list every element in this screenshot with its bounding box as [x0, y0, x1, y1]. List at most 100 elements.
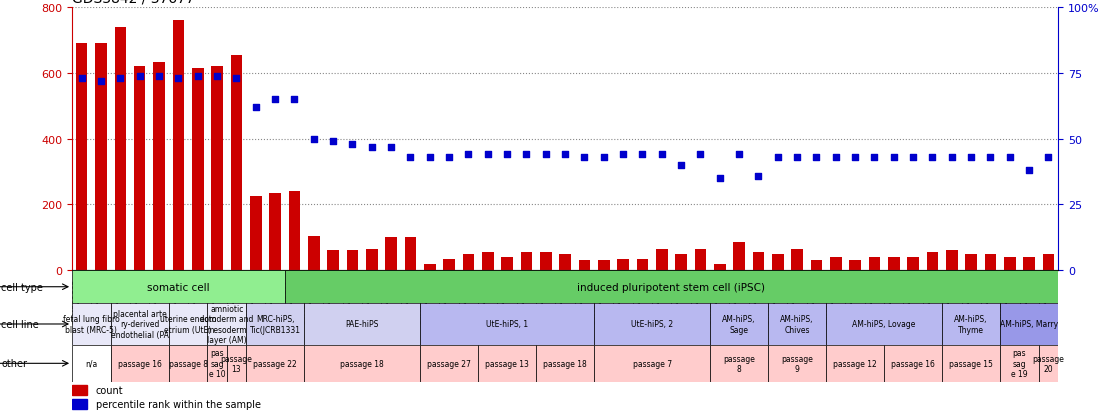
Text: passage 18: passage 18 [340, 359, 384, 368]
Bar [420, 304, 594, 345]
Point [924, 154, 942, 161]
Bar [327, 251, 339, 271]
Text: pas
sag
e 10: pas sag e 10 [208, 349, 225, 378]
Bar [424, 264, 435, 271]
Point [827, 154, 844, 161]
Bar [811, 261, 822, 271]
Text: passage
8: passage 8 [724, 354, 755, 373]
Bar [347, 251, 358, 271]
Point [711, 176, 729, 182]
Bar [830, 257, 842, 271]
Bar [212, 67, 223, 271]
Bar [269, 193, 280, 271]
Bar [168, 345, 207, 382]
Bar [72, 271, 285, 304]
Text: AM-hiPS,
Chives: AM-hiPS, Chives [780, 315, 814, 334]
Text: cell line: cell line [1, 319, 39, 329]
Point [614, 152, 632, 159]
Point [788, 154, 806, 161]
Bar [230, 56, 243, 271]
Bar [942, 345, 1001, 382]
Bar [656, 249, 667, 271]
Text: placental arte
ry-derived
endothelial (PA: placental arte ry-derived endothelial (P… [111, 309, 168, 339]
Point [943, 154, 961, 161]
Point [750, 173, 768, 179]
Bar [907, 257, 919, 271]
Point [499, 152, 516, 159]
Bar [227, 345, 246, 382]
Text: percentile rank within the sample: percentile rank within the sample [95, 399, 260, 409]
Point [343, 141, 361, 148]
Bar [1043, 254, 1055, 271]
Point [208, 73, 226, 80]
Point [131, 73, 148, 80]
Bar [869, 257, 880, 271]
Text: passage 13: passage 13 [485, 359, 529, 368]
Bar [114, 28, 126, 271]
Bar [111, 345, 168, 382]
Bar [72, 304, 111, 345]
Point [401, 154, 419, 161]
Bar [246, 304, 304, 345]
Bar [710, 304, 768, 345]
Bar [926, 252, 938, 271]
Point [653, 152, 670, 159]
Bar [1001, 345, 1039, 382]
Point [885, 154, 903, 161]
Bar [540, 252, 552, 271]
Bar [404, 238, 417, 271]
Point [382, 144, 400, 151]
Text: AM-hiPS,
Sage: AM-hiPS, Sage [722, 315, 756, 334]
Bar [285, 271, 1058, 304]
Bar [443, 259, 455, 271]
Bar [478, 345, 536, 382]
Text: passage 12: passage 12 [833, 359, 878, 368]
Bar [884, 345, 942, 382]
Point [266, 97, 284, 103]
Bar [594, 345, 710, 382]
Bar [304, 304, 420, 345]
Point [904, 154, 922, 161]
Point [440, 154, 458, 161]
Bar [501, 257, 513, 271]
Point [305, 136, 322, 143]
Point [170, 76, 187, 82]
Point [962, 154, 979, 161]
Bar [1039, 345, 1058, 382]
Bar [946, 251, 957, 271]
Point [808, 154, 825, 161]
Text: uterine endom
etrium (UtE): uterine endom etrium (UtE) [160, 315, 216, 334]
Point [865, 154, 883, 161]
Point [112, 76, 130, 82]
Bar [288, 192, 300, 271]
Bar [72, 345, 111, 382]
Point [421, 154, 439, 161]
Bar [420, 345, 478, 382]
Bar [1004, 257, 1016, 271]
Text: UtE-hiPS, 2: UtE-hiPS, 2 [632, 320, 674, 329]
Point [1020, 168, 1038, 174]
Bar [366, 249, 378, 271]
Bar [521, 252, 532, 271]
Bar [207, 304, 246, 345]
Bar [72, 399, 86, 410]
Bar [536, 345, 594, 382]
Text: other: other [1, 358, 27, 368]
Text: passage 22: passage 22 [253, 359, 297, 368]
Bar [985, 254, 996, 271]
Text: fetal lung fibro
blast (MRC-5): fetal lung fibro blast (MRC-5) [63, 315, 120, 334]
Text: passage 7: passage 7 [633, 359, 671, 368]
Point [227, 76, 245, 82]
Point [479, 152, 496, 159]
Bar [850, 261, 861, 271]
Bar [578, 261, 591, 271]
Point [556, 152, 574, 159]
Text: UtE-hiPS, 1: UtE-hiPS, 1 [486, 320, 529, 329]
Text: passage 27: passage 27 [427, 359, 471, 368]
Bar [246, 345, 304, 382]
Text: passage 15: passage 15 [950, 359, 993, 368]
Bar [733, 243, 745, 271]
Text: passage 8: passage 8 [168, 359, 207, 368]
Text: induced pluripotent stem cell (iPSC): induced pluripotent stem cell (iPSC) [577, 282, 766, 292]
Bar [942, 304, 1001, 345]
